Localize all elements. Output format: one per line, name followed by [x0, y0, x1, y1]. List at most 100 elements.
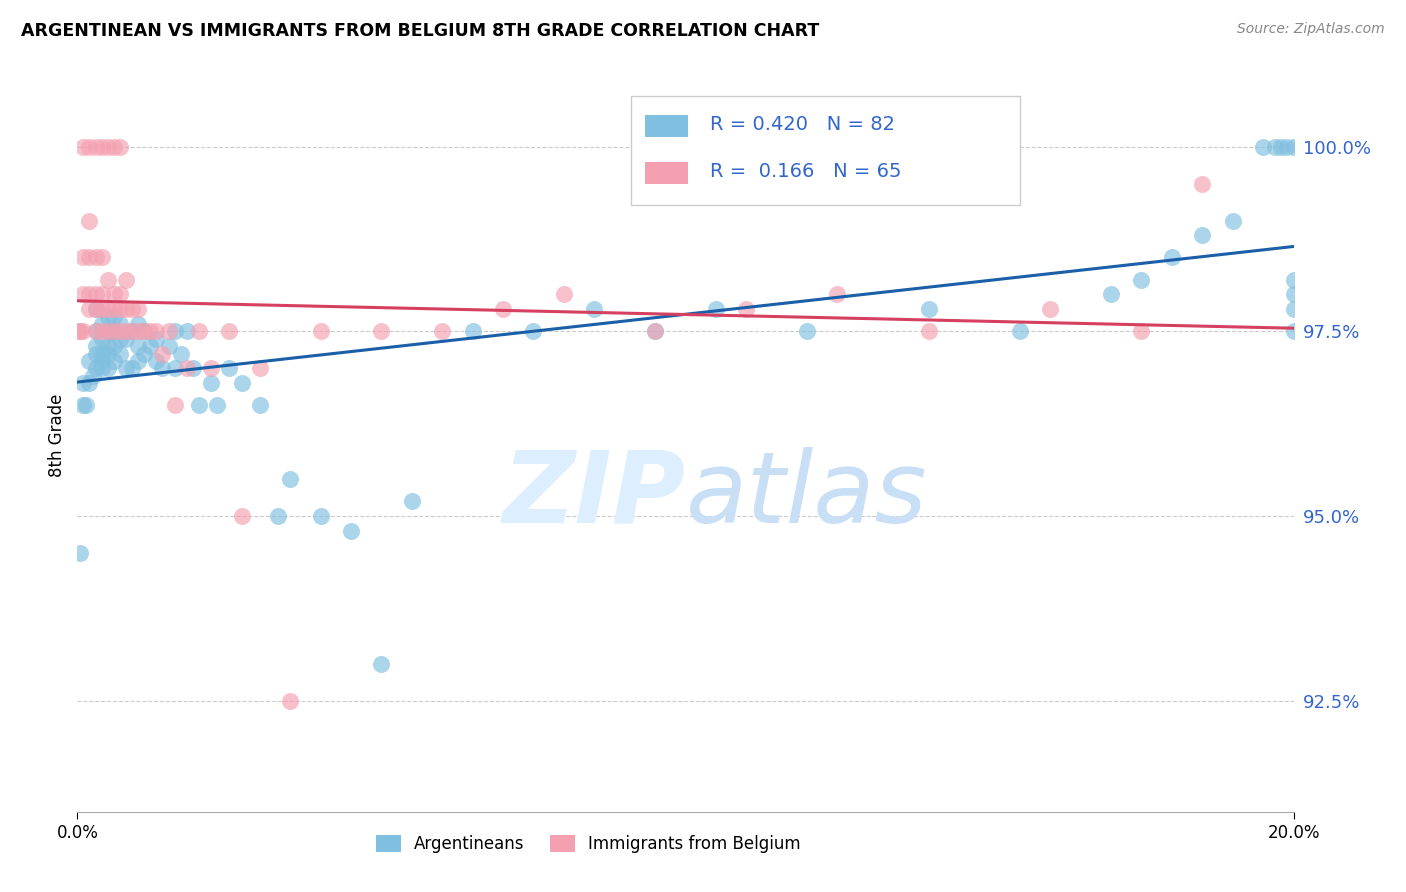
Point [1191, 228, 1213, 243]
Point [103, 354, 125, 368]
Point [127, 302, 149, 317]
Point [108, 139, 131, 153]
Point [370, 657, 392, 671]
Text: ZIP: ZIP [502, 447, 686, 543]
Point [69, 546, 91, 560]
Point [231, 376, 253, 391]
Point [97, 139, 120, 153]
Point [1282, 273, 1305, 287]
Text: R = 0.420   N = 82: R = 0.420 N = 82 [710, 115, 894, 134]
Point [1222, 213, 1244, 227]
Point [644, 325, 666, 339]
Point [115, 302, 138, 317]
Point [249, 361, 271, 376]
Point [90, 317, 112, 331]
Point [121, 325, 143, 339]
Point [82, 368, 104, 383]
Point [97, 302, 120, 317]
Point [218, 325, 240, 339]
Point [84, 302, 107, 317]
Bar [645, 161, 688, 185]
Point [145, 325, 167, 339]
Point [84, 346, 107, 360]
Point [121, 325, 143, 339]
Point [84, 325, 107, 339]
Point [79, 302, 101, 317]
Point [134, 346, 156, 360]
Point [218, 361, 240, 376]
Point [1099, 287, 1122, 301]
Point [134, 325, 156, 339]
Point [827, 287, 849, 301]
Point [1130, 325, 1153, 339]
Point [401, 494, 423, 508]
Point [1264, 139, 1286, 153]
Point [309, 325, 332, 339]
Point [163, 361, 186, 376]
Point [84, 325, 107, 339]
Point [1277, 139, 1299, 153]
Point [79, 139, 101, 153]
Point [69, 325, 91, 339]
Point [278, 472, 301, 486]
Point [188, 398, 211, 412]
Point [163, 398, 186, 412]
Point [108, 332, 131, 346]
Point [583, 302, 606, 317]
Point [1251, 139, 1274, 153]
Point [79, 376, 101, 391]
Point [796, 325, 818, 339]
Point [1282, 139, 1305, 153]
Point [176, 325, 198, 339]
Point [72, 139, 94, 153]
Point [157, 325, 180, 339]
Point [139, 339, 162, 353]
Point [139, 325, 162, 339]
Point [103, 325, 125, 339]
Point [97, 325, 120, 339]
Point [461, 325, 484, 339]
Point [103, 287, 125, 301]
Point [108, 346, 131, 360]
Text: R =  0.166   N = 65: R = 0.166 N = 65 [710, 161, 901, 180]
Point [181, 361, 204, 376]
Point [152, 346, 174, 360]
Point [84, 361, 107, 376]
Point [704, 302, 727, 317]
Y-axis label: 8th Grade: 8th Grade [48, 393, 66, 476]
Point [67, 325, 90, 339]
Point [115, 361, 138, 376]
Point [97, 361, 120, 376]
Point [97, 325, 120, 339]
Point [157, 339, 180, 353]
Point [1282, 287, 1305, 301]
Point [188, 325, 211, 339]
Legend: Argentineans, Immigrants from Belgium: Argentineans, Immigrants from Belgium [368, 829, 807, 860]
Point [79, 287, 101, 301]
Point [121, 302, 143, 317]
Point [370, 325, 392, 339]
Point [200, 376, 222, 391]
Point [267, 509, 290, 524]
Point [103, 139, 125, 153]
Point [918, 325, 941, 339]
Point [103, 339, 125, 353]
Point [79, 251, 101, 265]
Point [115, 332, 138, 346]
Point [103, 302, 125, 317]
Point [84, 139, 107, 153]
Text: atlas: atlas [686, 447, 927, 543]
Text: ARGENTINEAN VS IMMIGRANTS FROM BELGIUM 8TH GRADE CORRELATION CHART: ARGENTINEAN VS IMMIGRANTS FROM BELGIUM 8… [21, 22, 820, 40]
Point [127, 325, 149, 339]
Point [644, 325, 666, 339]
Point [115, 325, 138, 339]
Point [103, 325, 125, 339]
Point [108, 317, 131, 331]
Point [1191, 177, 1213, 191]
Point [1130, 273, 1153, 287]
Point [90, 139, 112, 153]
Point [145, 332, 167, 346]
Point [205, 398, 228, 412]
Point [84, 302, 107, 317]
Point [90, 302, 112, 317]
